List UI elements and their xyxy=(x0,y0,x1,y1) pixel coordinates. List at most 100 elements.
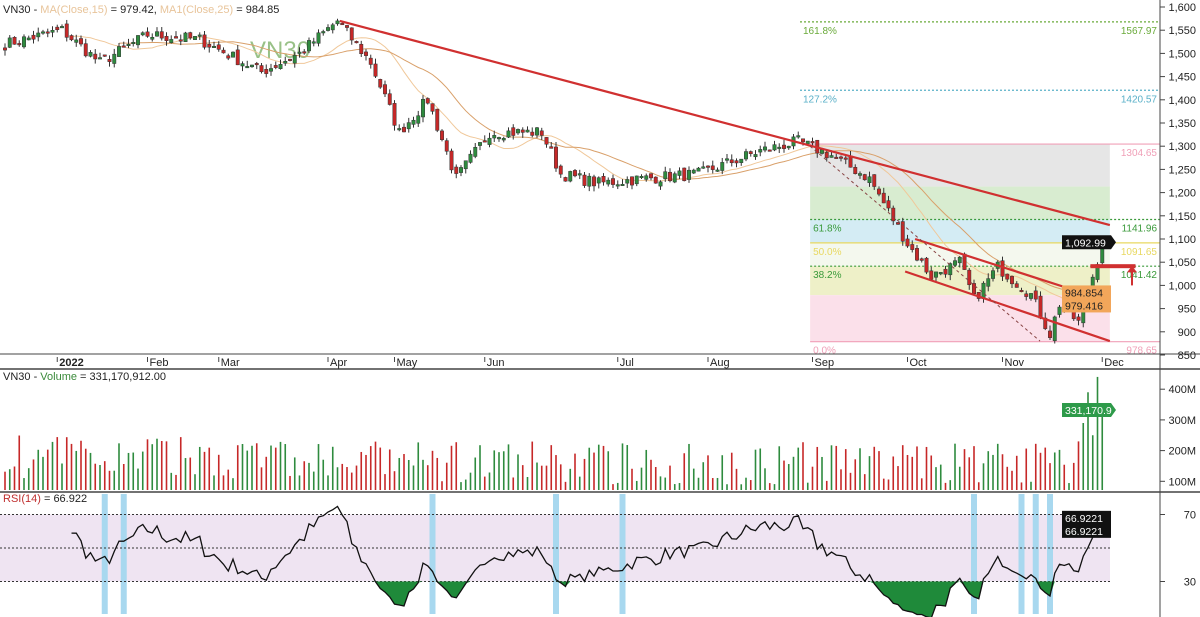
candle-up xyxy=(639,176,644,179)
rsi-signal-marker xyxy=(120,494,127,614)
rsi-line xyxy=(71,505,1103,617)
candle-down xyxy=(349,27,354,41)
candle-up xyxy=(459,167,463,173)
candle-down xyxy=(259,65,264,73)
candle-up xyxy=(321,31,326,34)
candle-up xyxy=(283,61,288,64)
candle-down xyxy=(900,221,905,242)
rsi-band xyxy=(0,494,1110,614)
candle-down xyxy=(611,178,615,185)
candle-down xyxy=(83,43,88,57)
candle-up xyxy=(587,175,592,187)
price-tick-label: 1,250 xyxy=(1168,164,1196,176)
ma-tags-bg xyxy=(1062,285,1111,313)
candle-down xyxy=(943,268,948,275)
candle-down xyxy=(93,53,98,60)
time-tick-label: Nov xyxy=(1005,357,1025,369)
candle-up xyxy=(155,31,159,37)
candle-up xyxy=(525,129,530,133)
candle-down xyxy=(383,84,387,95)
rsi-signal-marker xyxy=(553,494,559,614)
candle-up xyxy=(934,271,938,278)
watermark: VN30 xyxy=(250,37,310,64)
candle-up xyxy=(183,32,188,42)
candle-up xyxy=(725,158,729,161)
candle-down xyxy=(668,171,672,182)
header-ma15-label: MA(Close,15) xyxy=(40,4,107,16)
candle-up xyxy=(311,41,316,44)
candle-up xyxy=(88,52,93,57)
candle-down xyxy=(896,222,900,225)
last-price-tag: 1,092.99 xyxy=(1065,237,1106,249)
candle-up xyxy=(169,39,174,43)
candle-down xyxy=(910,244,915,250)
candle-down xyxy=(810,141,815,144)
candle-up xyxy=(596,177,601,184)
fib-level-value: 1420.57 xyxy=(1121,94,1158,105)
candle-down xyxy=(905,238,910,247)
candle-down xyxy=(202,34,207,48)
candle-up xyxy=(938,272,943,275)
candle-down xyxy=(877,188,881,195)
candle-down xyxy=(1014,283,1019,288)
candle-down xyxy=(748,151,753,154)
rsi-signal-marker xyxy=(1032,494,1039,614)
candle-down xyxy=(872,174,877,187)
candle-down xyxy=(288,58,292,61)
candle-down xyxy=(1033,290,1038,300)
candle-up xyxy=(981,282,986,299)
price-tick-label: 950 xyxy=(1178,304,1196,316)
candle-up xyxy=(463,160,468,170)
moving-averages xyxy=(71,35,1103,310)
candle-up xyxy=(41,31,45,34)
candle-up xyxy=(7,37,12,48)
volume-tag-bg xyxy=(1062,403,1116,417)
time-tick-label: Jun xyxy=(487,357,505,369)
trendlines[interactable] xyxy=(339,19,1137,343)
rsi-signal-marker xyxy=(1047,494,1053,614)
rsi-signal-marker xyxy=(619,494,626,614)
candle-up xyxy=(131,42,136,45)
candle-down xyxy=(340,23,345,26)
fib-level-pct: 61.8% xyxy=(813,224,841,235)
time-tick-label: Mar xyxy=(221,357,240,369)
candle-down xyxy=(520,129,525,133)
rsi-tick-label: 70 xyxy=(1184,510,1196,522)
fib-level-value: 978.65 xyxy=(1126,346,1157,357)
candle-up xyxy=(691,169,696,174)
time-tick-label: Oct xyxy=(910,357,927,369)
candle-down xyxy=(159,31,164,39)
candle-up xyxy=(858,173,862,176)
volume-tag: 331,170.9 xyxy=(1065,405,1112,417)
price-header: VN30 - MA(Close,15) = 979.42, MA1(Close,… xyxy=(3,4,279,16)
candle-up xyxy=(701,166,706,169)
candles xyxy=(3,18,1105,344)
price-tick-label: 1,350 xyxy=(1168,118,1196,130)
candle-down xyxy=(302,51,307,54)
time-tick-label: 2022 xyxy=(59,357,83,369)
candle-down xyxy=(924,257,929,273)
candle-down xyxy=(853,167,858,175)
rsi-signal-marker xyxy=(101,494,108,614)
fib-level-pct: 0.0% xyxy=(813,346,836,357)
rsi-line xyxy=(71,505,1103,617)
candle-down xyxy=(972,283,976,295)
ma-line-15 xyxy=(71,35,1103,310)
fib-level-value: 1041.42 xyxy=(1121,270,1158,281)
candle-up xyxy=(715,169,720,172)
fibonacci-retracement: 161.8% 1567.97 127.2% 1420.57 1304.65 61.8% 11… xyxy=(800,21,1160,357)
candle-down xyxy=(1048,330,1052,338)
candle-down xyxy=(254,63,259,66)
price-tick-label: 1,550 xyxy=(1168,25,1196,37)
candle-down xyxy=(430,103,435,112)
candle-down xyxy=(188,32,193,39)
candle-up xyxy=(953,260,957,266)
fib-level-value: 1141.96 xyxy=(1122,224,1158,235)
support-marker-line xyxy=(1090,264,1136,269)
candle-up xyxy=(777,146,782,149)
candle-down xyxy=(886,200,891,209)
candle-down xyxy=(454,166,459,174)
candle-down xyxy=(1024,293,1029,297)
candle-up xyxy=(986,278,991,287)
